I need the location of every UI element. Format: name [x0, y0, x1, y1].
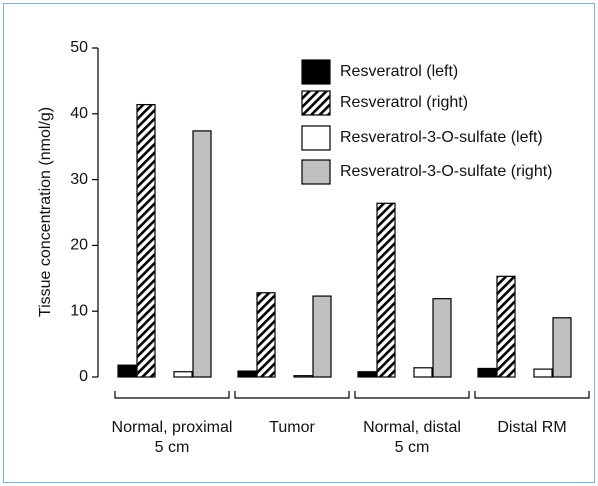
bar [173, 371, 193, 378]
bar [117, 364, 137, 378]
y-tick-label: 50 [70, 39, 88, 56]
bar [496, 275, 516, 378]
bar [432, 298, 452, 378]
y-tick-label: 20 [70, 237, 88, 254]
x-tick-label: Normal, proximal 5 cm [111, 419, 233, 456]
bar [477, 367, 497, 378]
bar [533, 368, 553, 378]
legend-swatch [301, 125, 331, 151]
bar [312, 295, 332, 378]
legend-label: Resveratrol-3-O-sulfate (left) [340, 129, 543, 146]
bar [413, 367, 433, 378]
legend-label: Resveratrol (left) [340, 63, 458, 80]
bar [376, 202, 396, 378]
legend-swatch [301, 159, 331, 185]
y-tick-label: 10 [70, 302, 88, 319]
legend-swatch [301, 59, 331, 85]
y-axis-label: Tissue concentration (nmol/g) [37, 107, 54, 317]
group-bracket [474, 391, 590, 399]
bar [237, 370, 257, 378]
bar [552, 317, 572, 378]
y-tick-label: 0 [79, 368, 88, 385]
group-bracket [234, 391, 350, 399]
bar [192, 130, 212, 378]
bar [256, 292, 276, 378]
legend-label: Resveratrol (right) [340, 94, 468, 111]
bar [136, 103, 156, 378]
frame [3, 3, 595, 483]
x-tick-label: Normal, distal 5 cm [363, 419, 461, 456]
legend-label: Resveratrol-3-O-sulfate (right) [340, 163, 553, 180]
y-tick-label: 30 [70, 171, 88, 188]
y-tick-label: 40 [70, 105, 88, 122]
bar [357, 371, 377, 378]
x-tick-label: Distal RM [497, 419, 567, 436]
group-bracket [114, 391, 230, 399]
group-bracket [354, 391, 470, 399]
legend-swatch [301, 90, 331, 116]
x-tick-label: Tumor [269, 419, 315, 436]
bar [293, 375, 313, 378]
